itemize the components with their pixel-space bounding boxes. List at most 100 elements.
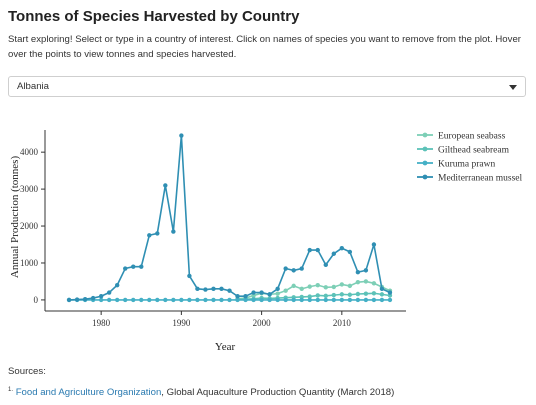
data-point[interactable] — [155, 231, 160, 236]
data-point[interactable] — [267, 297, 272, 303]
fao-link[interactable]: Food and Agriculture Organization — [15, 387, 162, 399]
data-point[interactable] — [307, 294, 312, 299]
data-point[interactable] — [203, 297, 208, 303]
data-point[interactable] — [323, 293, 328, 299]
data-point[interactable] — [98, 297, 104, 303]
data-point[interactable] — [291, 297, 296, 303]
data-point[interactable] — [275, 297, 280, 303]
data-point[interactable] — [139, 264, 144, 269]
data-point[interactable] — [371, 291, 377, 296]
data-point[interactable] — [355, 291, 361, 297]
data-point[interactable] — [355, 270, 361, 275]
data-point[interactable] — [163, 183, 168, 188]
data-point[interactable] — [203, 287, 208, 292]
data-point[interactable] — [371, 242, 377, 247]
data-point[interactable] — [219, 286, 224, 292]
data-point[interactable] — [147, 233, 152, 238]
data-point[interactable] — [227, 297, 232, 303]
data-point[interactable] — [187, 297, 192, 303]
data-point[interactable] — [355, 279, 361, 285]
data-point[interactable] — [66, 297, 72, 303]
data-point[interactable] — [307, 284, 312, 289]
data-point[interactable] — [315, 293, 320, 298]
data-point[interactable] — [179, 133, 184, 138]
data-point[interactable] — [227, 288, 232, 293]
data-point[interactable] — [347, 292, 353, 297]
data-point[interactable] — [299, 297, 304, 303]
data-point[interactable] — [243, 297, 248, 303]
data-point[interactable] — [331, 297, 336, 303]
data-point[interactable] — [323, 262, 328, 268]
data-point[interactable] — [363, 279, 369, 284]
data-point[interactable] — [235, 297, 240, 303]
data-point[interactable] — [275, 291, 280, 296]
legend-item[interactable]: Kuruma prawn — [417, 160, 495, 170]
data-point[interactable] — [347, 283, 353, 289]
data-point[interactable] — [235, 294, 240, 299]
data-point[interactable] — [307, 247, 312, 253]
data-point[interactable] — [131, 297, 136, 303]
data-point[interactable] — [315, 297, 320, 303]
data-point[interactable] — [179, 297, 184, 303]
data-point[interactable] — [355, 297, 361, 303]
data-point[interactable] — [283, 266, 288, 271]
data-point[interactable] — [115, 297, 120, 303]
data-point[interactable] — [106, 297, 112, 303]
data-point[interactable] — [379, 286, 385, 292]
legend-item[interactable]: European seabass — [417, 132, 506, 142]
data-point[interactable] — [299, 266, 304, 271]
data-point[interactable] — [163, 297, 168, 303]
data-point[interactable] — [82, 296, 88, 302]
data-point[interactable] — [331, 292, 336, 298]
data-point[interactable] — [155, 297, 160, 303]
data-point[interactable] — [363, 291, 369, 296]
data-point[interactable] — [243, 294, 248, 299]
data-point[interactable] — [371, 281, 377, 286]
data-point[interactable] — [115, 282, 120, 288]
data-point[interactable] — [171, 229, 176, 234]
data-point[interactable] — [363, 268, 369, 273]
data-point[interactable] — [283, 288, 288, 293]
data-point[interactable] — [275, 286, 280, 292]
data-point[interactable] — [131, 264, 136, 269]
data-point[interactable] — [90, 295, 96, 301]
data-point[interactable] — [323, 297, 328, 303]
data-point[interactable] — [331, 284, 336, 290]
data-point[interactable] — [259, 290, 264, 295]
data-point[interactable] — [74, 297, 80, 302]
data-point[interactable] — [171, 297, 176, 303]
data-point[interactable] — [339, 297, 345, 303]
data-point[interactable] — [106, 290, 112, 295]
data-point[interactable] — [379, 292, 385, 297]
data-point[interactable] — [291, 268, 296, 273]
country-select[interactable]: Albania — [8, 76, 526, 97]
data-point[interactable] — [98, 294, 104, 299]
data-point[interactable] — [283, 297, 288, 303]
data-point[interactable] — [371, 297, 377, 303]
data-point[interactable] — [267, 292, 272, 297]
data-point[interactable] — [195, 297, 200, 303]
data-point[interactable] — [339, 246, 345, 251]
data-point[interactable] — [123, 266, 128, 271]
data-point[interactable] — [331, 251, 336, 256]
data-point[interactable] — [347, 249, 353, 255]
data-point[interactable] — [219, 297, 224, 303]
legend-item[interactable]: Gilthead seabream — [417, 146, 510, 156]
data-point[interactable] — [251, 290, 256, 295]
data-point[interactable] — [147, 297, 152, 303]
legend-item[interactable]: Mediterranean mussel — [417, 174, 523, 184]
data-point[interactable] — [211, 286, 216, 292]
data-point[interactable] — [387, 297, 393, 303]
data-point[interactable] — [299, 286, 304, 292]
data-point[interactable] — [379, 297, 385, 303]
data-point[interactable] — [323, 285, 328, 290]
data-point[interactable] — [339, 292, 345, 297]
data-point[interactable] — [139, 297, 144, 303]
data-point[interactable] — [307, 297, 312, 303]
data-point[interactable] — [387, 290, 393, 295]
data-point[interactable] — [363, 297, 369, 303]
data-point[interactable] — [347, 297, 353, 303]
data-point[interactable] — [259, 297, 264, 303]
data-point[interactable] — [315, 247, 320, 253]
data-point[interactable] — [195, 286, 200, 292]
